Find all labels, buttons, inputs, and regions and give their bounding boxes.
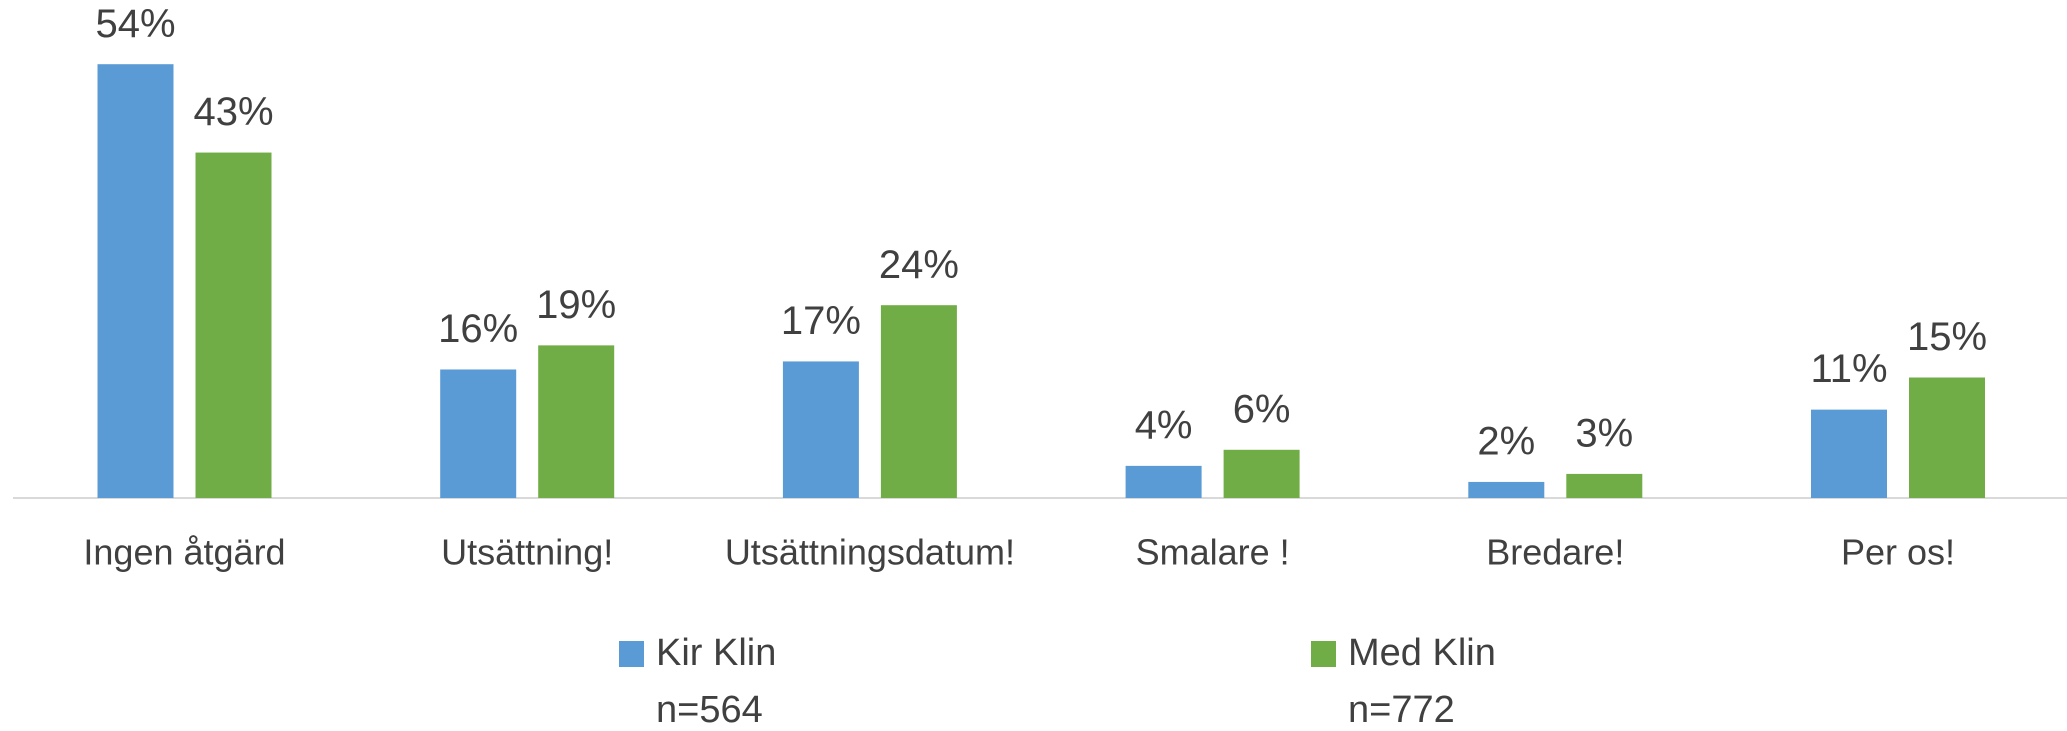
data-label: 3%	[1575, 411, 1633, 455]
bar	[538, 345, 615, 498]
legend-swatch	[619, 641, 644, 667]
bar	[1468, 481, 1545, 498]
data-label: 4%	[1135, 403, 1193, 447]
x-tick-label: Per os!	[1841, 532, 1955, 573]
legend-label: n=564	[656, 689, 763, 731]
legend-label: n=772	[1348, 689, 1455, 731]
data-label: 2%	[1477, 419, 1535, 463]
data-label: 19%	[536, 283, 616, 327]
bar	[1566, 473, 1643, 498]
bar	[782, 361, 859, 498]
legend-label: Med Klin	[1348, 632, 1496, 674]
data-label: 43%	[193, 90, 273, 134]
data-label: 24%	[879, 243, 959, 287]
legend-swatch	[1311, 641, 1336, 667]
x-tick-label: Bredare!	[1486, 532, 1624, 573]
bar	[1811, 409, 1887, 498]
bar	[880, 305, 957, 498]
bar	[440, 369, 517, 498]
data-label: 15%	[1907, 315, 1987, 359]
data-label: 16%	[438, 307, 518, 351]
x-tick-label: Utsättningsdatum!	[725, 532, 1015, 573]
legend-label: Kir Klin	[656, 632, 776, 674]
data-label: 11%	[1810, 347, 1887, 391]
bar	[97, 64, 174, 498]
bar	[195, 152, 272, 499]
x-tick-label: Smalare !	[1136, 532, 1290, 573]
bar	[1125, 465, 1202, 498]
bar	[1223, 449, 1300, 498]
x-tick-label: Utsättning!	[441, 532, 613, 573]
data-label: 6%	[1233, 387, 1291, 431]
data-label: 17%	[781, 299, 861, 343]
data-label: 54%	[95, 2, 175, 46]
bar	[1909, 377, 1985, 498]
x-tick-label: Ingen åtgärd	[83, 532, 285, 573]
